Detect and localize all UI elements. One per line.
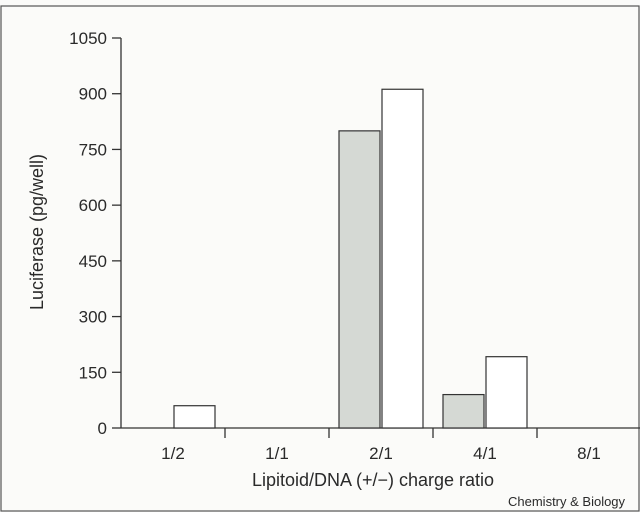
bar xyxy=(338,130,381,429)
y-tick-label: 450 xyxy=(79,252,107,271)
y-tick-label: 900 xyxy=(79,85,107,104)
bar xyxy=(485,356,528,429)
bar xyxy=(381,88,424,429)
plot-area: 0 150 300 450 600 750 900 1050 1/2 1/1 2/1 4/1 8/1 xyxy=(69,29,640,463)
bar xyxy=(173,405,216,429)
y-tick-label: 600 xyxy=(79,196,107,215)
y-tick-label: 300 xyxy=(79,308,107,327)
journal-credit: Chemistry & Biology xyxy=(508,494,626,509)
x-tick-label: 8/1 xyxy=(577,444,601,463)
y-tick-label: 1050 xyxy=(69,29,107,48)
x-axis-label: Lipitoid/DNA (+/−) charge ratio xyxy=(252,470,494,490)
figure-frame xyxy=(0,5,640,512)
x-tick-label: 4/1 xyxy=(473,444,497,463)
y-tick-label: 750 xyxy=(79,140,107,159)
x-tick-label: 1/2 xyxy=(161,444,185,463)
bar xyxy=(442,393,485,429)
y-tick-label: 0 xyxy=(98,419,107,438)
x-tick-label: 1/1 xyxy=(265,444,289,463)
x-tick-label: 2/1 xyxy=(369,444,393,463)
y-axis-label: Luciferase (pg/well) xyxy=(27,154,47,310)
y-tick-label: 150 xyxy=(79,363,107,382)
